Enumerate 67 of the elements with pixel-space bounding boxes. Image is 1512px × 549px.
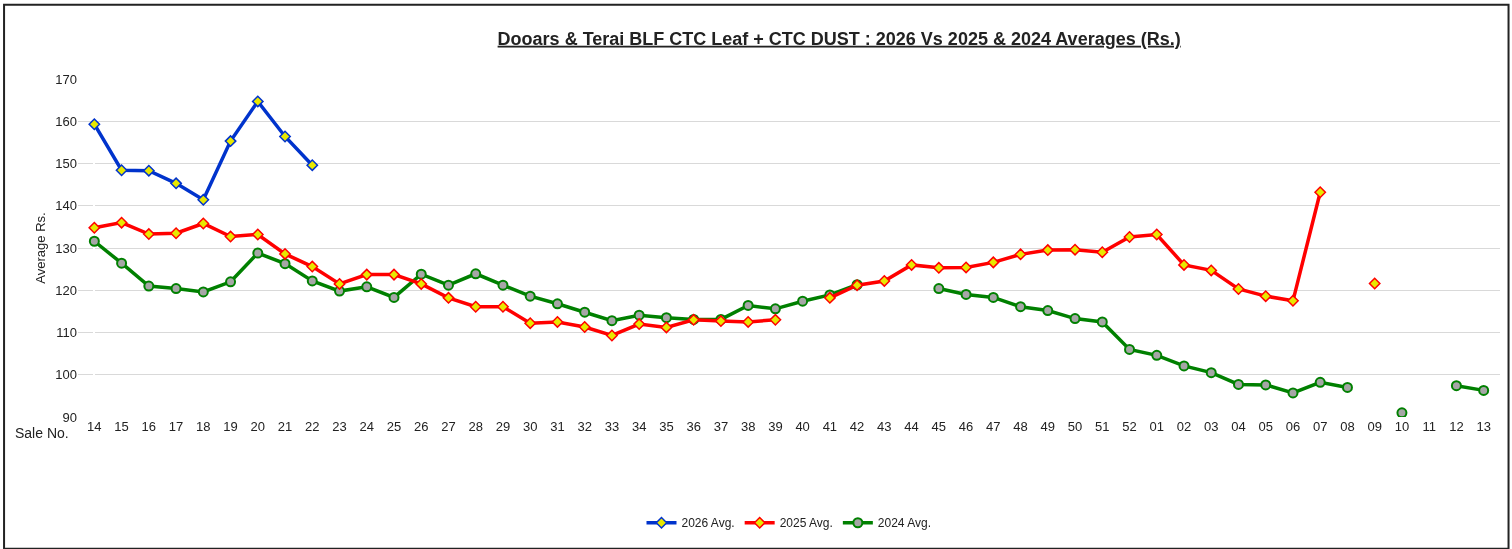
y-tick-label: 140: [55, 198, 77, 214]
x-tick-label: 09: [1367, 419, 1382, 434]
x-tick-label: 32: [577, 419, 592, 434]
x-tick-label: 29: [495, 419, 511, 434]
x-tick-label: 37: [713, 419, 729, 434]
x-tick-label: 25: [386, 419, 402, 434]
x-tick-label: 10: [1394, 419, 1410, 434]
x-tick-label: 06: [1285, 419, 1301, 434]
x-tick-label: 07: [1312, 419, 1328, 434]
x-tick-label: 23: [332, 419, 347, 434]
chart-title: Dooars & Terai BLF CTC Leaf + CTC DUST : 2026 Vs 2025 & 2024 Averages (Rs.): [497, 28, 1181, 49]
x-tick-label: 40: [795, 419, 810, 434]
x-tick-label: 05: [1258, 419, 1273, 434]
x-tick-label: 48: [1013, 419, 1028, 434]
x-tick-label: 08: [1340, 419, 1355, 434]
x-tick-label: 42: [849, 419, 865, 434]
y-tick-label: 110: [56, 325, 77, 341]
x-tick-label: 36: [686, 419, 701, 434]
legend-label: 2025 Avg.: [779, 516, 833, 531]
x-tick-label: 49: [1040, 419, 1056, 434]
x-tick-label: 35: [659, 419, 674, 434]
x-tick-label: 14: [87, 419, 102, 434]
x-tick-label: 18: [196, 419, 211, 434]
x-tick-label: 17: [168, 419, 184, 434]
y-tick-label: 170: [55, 71, 77, 87]
x-tick-label: 24: [359, 419, 374, 434]
x-tick-label: 26: [414, 419, 429, 434]
x-tick-label: 39: [768, 419, 783, 434]
x-tick-label: 28: [468, 419, 483, 434]
y-tick-label: 100: [55, 367, 77, 383]
x-tick-label: 43: [877, 419, 892, 434]
x-tick-label: 19: [223, 419, 238, 434]
legend-label: 2026 Avg.: [681, 516, 735, 531]
x-tick-label: 50: [1067, 419, 1083, 434]
x-tick-label: 16: [141, 419, 157, 434]
y-tick-label: 120: [55, 282, 77, 298]
y-tick-label: 150: [55, 156, 77, 172]
x-tick-label: 11: [1422, 419, 1436, 434]
x-tick-label: 31: [550, 419, 565, 434]
x-tick-label: 51: [1095, 419, 1110, 434]
x-tick-label: 04: [1231, 419, 1246, 434]
y-axis-title: Average Rs.: [33, 212, 49, 284]
y-tick-label: 130: [55, 240, 77, 256]
x-tick-label: 34: [631, 419, 647, 434]
x-tick-label: 30: [522, 419, 538, 434]
x-tick-label: 27: [441, 419, 456, 434]
x-tick-label: 45: [931, 419, 947, 434]
x-tick-label: 52: [1122, 419, 1137, 434]
x-tick-label: 12: [1449, 419, 1464, 434]
x-tick-label: 20: [250, 419, 266, 434]
x-tick-label: 22: [305, 419, 320, 434]
legend-label: 2024 Avg.: [877, 516, 932, 531]
x-tick-label: 38: [740, 419, 756, 434]
y-tick-label: 90: [62, 409, 77, 425]
x-tick-label: 01: [1149, 419, 1164, 434]
x-tick-label: 47: [986, 419, 1001, 434]
x-tick-label: 21: [277, 419, 293, 434]
x-tick-label: 13: [1476, 419, 1491, 434]
x-tick-label: 44: [904, 419, 919, 434]
x-tick-label: 15: [114, 419, 129, 434]
x-tick-label: 33: [604, 419, 620, 434]
y-tick-label: 160: [55, 113, 77, 129]
x-tick-label: 02: [1176, 419, 1192, 434]
x-axis-title: Sale No.: [15, 425, 69, 441]
x-tick-label: 46: [958, 419, 974, 434]
x-tick-label: 41: [822, 419, 838, 434]
x-tick-label: 03: [1204, 419, 1219, 434]
